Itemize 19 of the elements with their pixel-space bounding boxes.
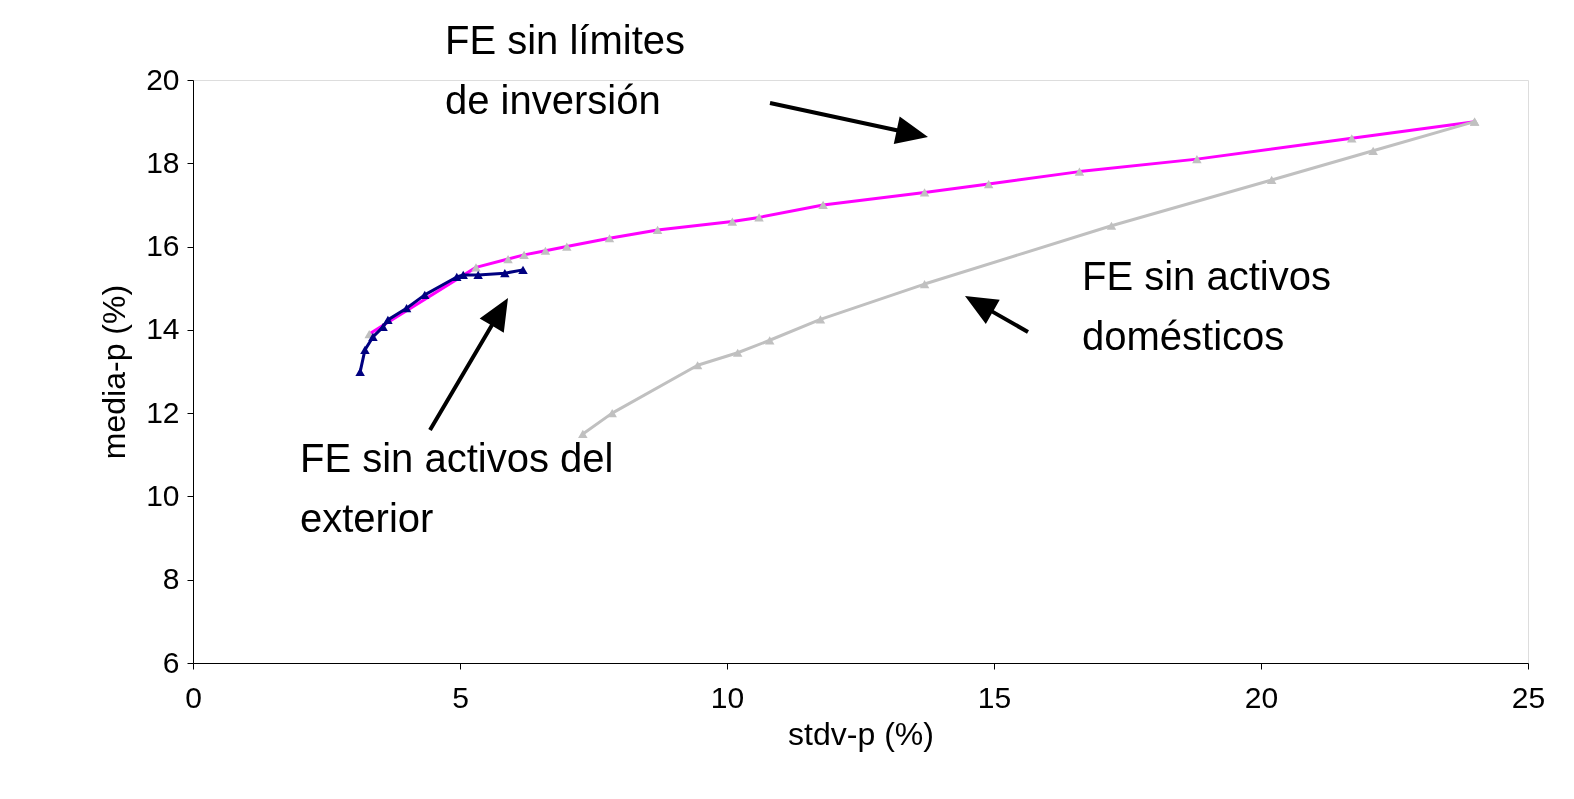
y-tick-label: 14 [146, 312, 180, 346]
y-tick-label: 6 [162, 645, 180, 679]
x-tick-label: 5 [452, 680, 469, 714]
x-tick-label: 15 [977, 680, 1012, 714]
annotation: FE sin activos domésticos [1082, 254, 1331, 358]
y-axis-title: media-p (%) [96, 284, 133, 460]
annotation: FE sin límites de inversión [445, 18, 686, 122]
x-tick-label: 25 [1511, 680, 1546, 714]
y-tick-label: 18 [146, 145, 180, 179]
x-tick-label: 20 [1244, 680, 1279, 714]
x-tick-label: 0 [185, 680, 202, 714]
y-tick-label: 10 [146, 478, 180, 512]
x-axis-title: stdv-p (%) [788, 715, 934, 752]
y-tick-label: 8 [162, 562, 180, 596]
y-tick-label: 12 [146, 395, 180, 429]
y-tick-label: 20 [146, 62, 180, 96]
x-tick-label: 10 [710, 680, 745, 714]
annotation: FE sin activos del exterior [300, 436, 614, 540]
y-tick-label: 16 [146, 229, 180, 263]
